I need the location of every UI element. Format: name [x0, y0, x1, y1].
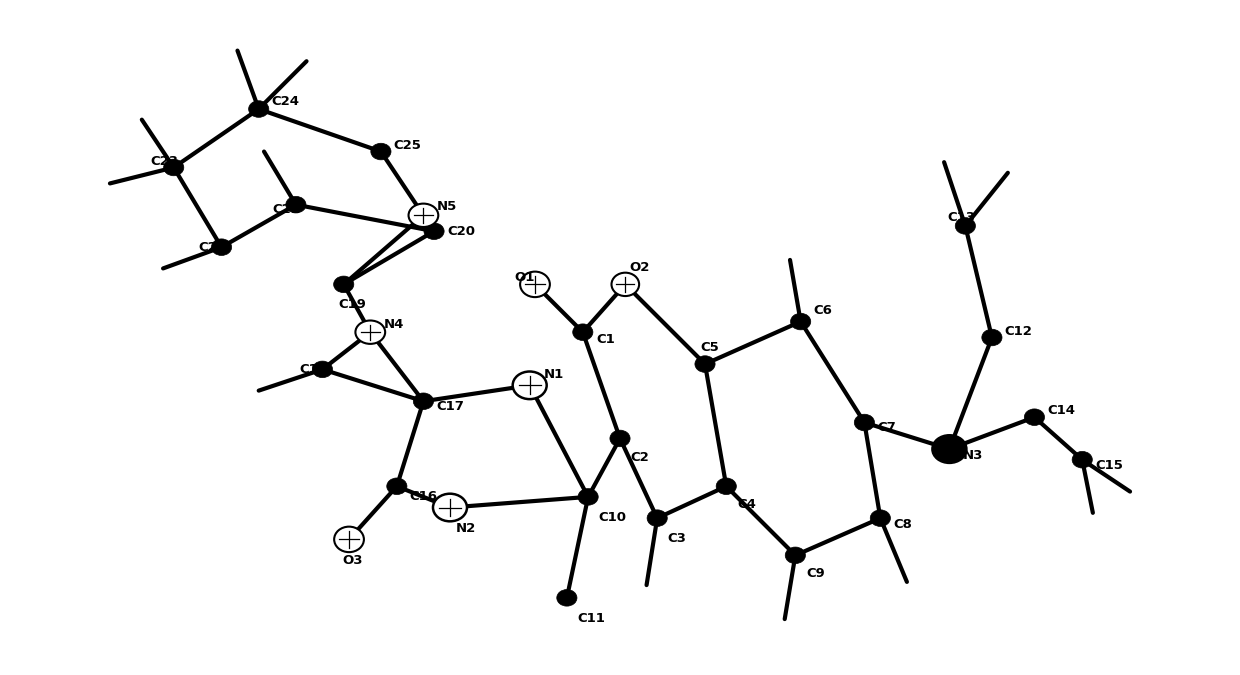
Text: C24: C24 — [272, 95, 300, 108]
Ellipse shape — [356, 321, 386, 344]
Ellipse shape — [334, 526, 363, 552]
Ellipse shape — [611, 273, 639, 296]
Text: C14: C14 — [1047, 404, 1075, 417]
Text: N3: N3 — [963, 449, 983, 462]
Ellipse shape — [248, 101, 269, 117]
Text: C11: C11 — [578, 612, 605, 624]
Text: N2: N2 — [455, 522, 476, 535]
Text: C2: C2 — [631, 451, 650, 464]
Ellipse shape — [694, 356, 715, 373]
Text: C9: C9 — [806, 567, 825, 580]
Text: C8: C8 — [893, 518, 911, 531]
Ellipse shape — [1024, 409, 1044, 425]
Text: C16: C16 — [409, 491, 438, 504]
Ellipse shape — [557, 589, 577, 606]
Text: O2: O2 — [630, 261, 650, 274]
Text: C20: C20 — [448, 225, 476, 238]
Ellipse shape — [717, 478, 737, 495]
Text: C19: C19 — [339, 298, 366, 311]
Text: N4: N4 — [384, 318, 404, 331]
Text: N1: N1 — [543, 368, 564, 381]
Ellipse shape — [1073, 452, 1092, 468]
Ellipse shape — [854, 414, 874, 431]
Text: C17: C17 — [436, 400, 464, 413]
Text: C12: C12 — [1004, 325, 1033, 338]
Text: C4: C4 — [737, 498, 755, 511]
Text: C13: C13 — [947, 211, 976, 224]
Ellipse shape — [285, 196, 306, 213]
Ellipse shape — [791, 313, 811, 330]
Text: O3: O3 — [342, 554, 363, 567]
Ellipse shape — [408, 204, 438, 227]
Text: C23: C23 — [150, 155, 179, 167]
Ellipse shape — [164, 159, 184, 176]
Text: C22: C22 — [198, 241, 226, 254]
Text: C10: C10 — [599, 510, 626, 524]
Ellipse shape — [413, 393, 434, 410]
Ellipse shape — [520, 271, 549, 297]
Text: C25: C25 — [393, 138, 422, 152]
Ellipse shape — [573, 324, 593, 340]
Text: C21: C21 — [273, 203, 300, 217]
Ellipse shape — [955, 217, 976, 234]
Ellipse shape — [982, 329, 1002, 346]
Ellipse shape — [870, 510, 890, 526]
Ellipse shape — [433, 493, 467, 521]
Text: N5: N5 — [438, 200, 458, 213]
Ellipse shape — [424, 223, 444, 240]
Ellipse shape — [371, 143, 391, 160]
Ellipse shape — [932, 435, 966, 463]
Ellipse shape — [647, 510, 667, 526]
Ellipse shape — [578, 489, 598, 505]
Ellipse shape — [512, 371, 547, 399]
Ellipse shape — [785, 547, 806, 564]
Text: C3: C3 — [668, 532, 687, 545]
Text: C6: C6 — [813, 304, 832, 317]
Ellipse shape — [610, 430, 630, 447]
Text: C7: C7 — [877, 421, 897, 434]
Text: C15: C15 — [1095, 458, 1123, 472]
Text: O1: O1 — [515, 271, 536, 284]
Ellipse shape — [312, 361, 332, 378]
Text: C5: C5 — [701, 341, 719, 354]
Ellipse shape — [212, 239, 232, 255]
Text: C1: C1 — [596, 333, 615, 346]
Ellipse shape — [387, 478, 407, 495]
Text: C18: C18 — [299, 363, 327, 376]
Ellipse shape — [334, 276, 353, 293]
